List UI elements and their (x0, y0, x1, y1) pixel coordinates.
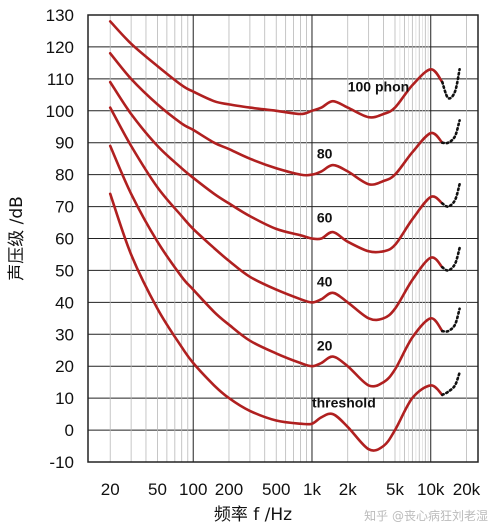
curve-line (108, 106, 444, 322)
curve-line (108, 20, 444, 119)
curve-line (108, 144, 444, 388)
y-tick-labels: -10 0 10 20 30 40 50 60 70 80 90 100 110 120 130 (46, 6, 74, 472)
curve-line (108, 192, 444, 452)
y-tick-label: 10 (55, 389, 74, 408)
x-axis-label: 频率 f /Hz (214, 505, 292, 525)
y-tick-label: 20 (55, 357, 74, 376)
curve-label: 80 (317, 146, 333, 162)
curve-label: 40 (317, 273, 333, 289)
x-tick-labels: 20 50 100 200 500 1k 2k 5k 10k 20k (101, 480, 481, 499)
y-tick-label: 30 (55, 325, 74, 344)
y-tick-label: 90 (55, 134, 74, 153)
x-tick-label: 50 (148, 480, 167, 499)
x-tick-label: 500 (262, 480, 290, 499)
curve-labels-group: 100 phon 80 60 40 20 threshold (312, 79, 409, 411)
curve-label: 20 (317, 337, 333, 353)
curve-line (108, 80, 444, 254)
y-tick-label: -10 (49, 453, 74, 472)
curve-line (108, 52, 444, 186)
x-tick-label: 10k (417, 480, 445, 499)
y-tick-label: 50 (55, 261, 74, 280)
curve-extension-dotted (441, 119, 461, 145)
y-tick-label: 0 (65, 421, 74, 440)
curve-extension-dotted (441, 307, 461, 333)
grid-lines (88, 14, 478, 463)
y-tick-label: 100 (46, 102, 74, 121)
y-axis-label: 声压级 /dB (7, 196, 27, 281)
x-tick-label: 5k (386, 480, 404, 499)
x-tick-label: 2k (339, 480, 357, 499)
y-tick-label: 110 (47, 70, 74, 89)
curve-label: 60 (317, 210, 333, 226)
watermark: 知乎 @丧心病狂刘老湿 (364, 508, 488, 523)
curve-label: threshold (312, 395, 376, 411)
curve-extension-dotted (441, 246, 461, 272)
y-tick-label: 60 (55, 230, 74, 249)
curve-extension-dotted (441, 68, 461, 100)
x-tick-label: 20k (453, 480, 481, 499)
y-tick-label: 40 (55, 293, 74, 312)
y-tick-label: 120 (46, 38, 74, 57)
x-tick-label: 200 (215, 480, 243, 499)
x-tick-label: 1k (303, 480, 321, 499)
x-tick-label: 20 (101, 480, 120, 499)
x-tick-label: 100 (179, 480, 207, 499)
y-tick-label: 130 (46, 6, 74, 25)
curves-group (108, 20, 461, 452)
curve-label: 100 phon (348, 79, 409, 95)
curve-extension-dotted (441, 182, 461, 208)
y-tick-label: 70 (55, 198, 74, 217)
y-tick-label: 80 (55, 166, 74, 185)
plot-area-frame (87, 14, 479, 463)
curve-extension-dotted (441, 371, 461, 397)
